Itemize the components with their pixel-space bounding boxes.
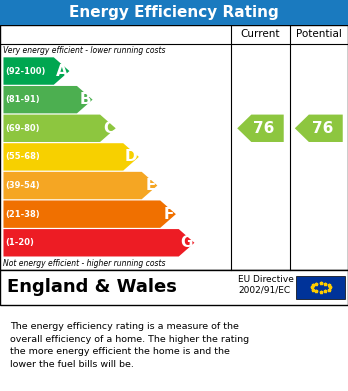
Text: Energy Efficiency Rating: Energy Efficiency Rating [69, 5, 279, 20]
Text: 76: 76 [311, 121, 333, 136]
Polygon shape [3, 86, 93, 113]
FancyBboxPatch shape [0, 25, 348, 270]
Polygon shape [3, 201, 176, 228]
Text: B: B [79, 92, 91, 107]
Text: E: E [145, 178, 156, 193]
Text: G: G [180, 235, 193, 250]
FancyBboxPatch shape [0, 270, 348, 305]
Text: D: D [125, 149, 137, 164]
FancyBboxPatch shape [0, 0, 348, 25]
Polygon shape [3, 115, 116, 142]
Text: A: A [56, 64, 68, 79]
Polygon shape [237, 115, 284, 142]
Text: The energy efficiency rating is a measure of the
overall efficiency of a home. T: The energy efficiency rating is a measur… [10, 322, 250, 369]
Text: F: F [164, 207, 174, 222]
Text: Potential: Potential [296, 29, 342, 39]
Text: England & Wales: England & Wales [7, 278, 177, 296]
Text: C: C [103, 121, 114, 136]
Text: (69-80): (69-80) [5, 124, 40, 133]
Polygon shape [3, 57, 70, 85]
Polygon shape [3, 172, 157, 199]
Text: Not energy efficient - higher running costs: Not energy efficient - higher running co… [3, 259, 166, 268]
Text: (81-91): (81-91) [5, 95, 40, 104]
Text: (92-100): (92-100) [5, 66, 46, 75]
Text: Current: Current [241, 29, 280, 39]
Text: 76: 76 [253, 121, 275, 136]
Text: (39-54): (39-54) [5, 181, 40, 190]
FancyBboxPatch shape [296, 276, 345, 299]
Polygon shape [3, 229, 195, 256]
Text: EU Directive
2002/91/EC: EU Directive 2002/91/EC [238, 275, 294, 294]
Text: (21-38): (21-38) [5, 210, 40, 219]
Text: Very energy efficient - lower running costs: Very energy efficient - lower running co… [3, 46, 166, 55]
Polygon shape [3, 143, 139, 170]
Text: (1-20): (1-20) [5, 238, 34, 247]
Text: (55-68): (55-68) [5, 152, 40, 161]
Polygon shape [295, 115, 343, 142]
